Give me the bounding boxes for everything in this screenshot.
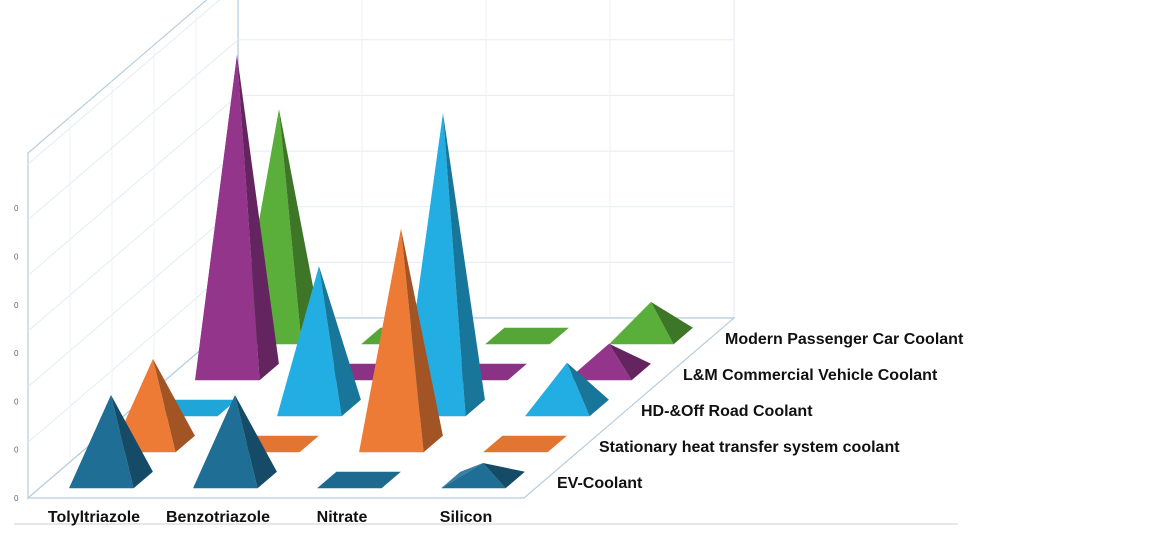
pyramid-mark <box>609 343 651 381</box>
pyramid-mark <box>317 471 401 489</box>
pyramid-mark <box>237 54 279 381</box>
pyramid-mark <box>443 113 485 417</box>
pyramid-mark <box>651 302 693 345</box>
y-tick-label: 0 <box>14 204 19 213</box>
category-label: Silicon <box>440 509 492 526</box>
pyramid-mark <box>153 359 195 453</box>
category-label: Nitrate <box>317 509 368 526</box>
pyramid-mark <box>441 463 506 489</box>
pyramid-mark <box>319 266 361 417</box>
category-label: Benzotriazole <box>166 509 270 526</box>
series-label: Modern Passenger Car Coolant <box>725 331 964 348</box>
series-label: Stationary heat transfer system coolant <box>599 439 900 456</box>
pyramid-mark <box>359 228 424 453</box>
gridline <box>27 0 221 165</box>
chart-labels: 0 0 0 0 0 0 0 Tolyltriazole Benzotriazole Nitrate… <box>14 204 964 526</box>
pyramid-mark <box>483 463 525 489</box>
pyramid-mark <box>111 395 153 489</box>
y-tick-label: 0 <box>14 301 19 310</box>
pyramid-mark <box>193 395 258 489</box>
category-label: Tolyltriazole <box>48 509 140 526</box>
y-tick-label: 0 <box>14 349 19 358</box>
pyramid-mark <box>401 228 443 453</box>
chart-marks <box>69 54 693 489</box>
pyramid-mark <box>485 327 569 345</box>
gridline <box>27 39 734 221</box>
y-tick-label: 0 <box>14 494 19 503</box>
pyramid-mark <box>525 362 590 417</box>
pyramid-mark <box>235 395 277 489</box>
pyramid-mark <box>69 395 134 489</box>
pyramid-mark <box>279 109 321 345</box>
pyramid-mark <box>441 463 483 489</box>
pyramid-mark <box>277 266 342 417</box>
series-label: EV-Coolant <box>557 475 643 492</box>
y-tick-label: 0 <box>14 397 19 406</box>
pyramid-mark <box>567 343 632 381</box>
pyramid-mark <box>609 302 674 345</box>
pyramid-mark <box>483 435 567 453</box>
pyramid-mark <box>195 54 260 381</box>
series-label: HD-&Off Road Coolant <box>641 403 813 420</box>
y-tick-label: 0 <box>14 253 19 262</box>
chart-frame <box>27 0 735 500</box>
series-label: L&M Commercial Vehicle Coolant <box>683 367 938 384</box>
pyramid-mark <box>567 362 609 417</box>
y-tick-label: 0 <box>14 446 19 455</box>
